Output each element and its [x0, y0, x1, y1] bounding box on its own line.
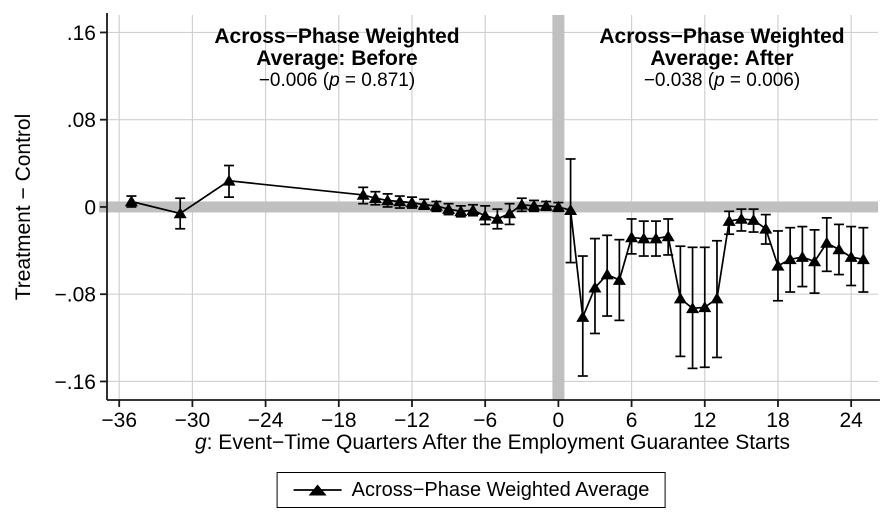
- p-symbol: p: [329, 70, 340, 91]
- data-point-triangle: [454, 205, 468, 217]
- x-tick-label: 0: [553, 409, 565, 432]
- data-point-triangle: [515, 198, 529, 210]
- data-point-triangle: [368, 192, 382, 204]
- data-point-triangle: [588, 281, 602, 293]
- data-point-triangle: [686, 302, 700, 314]
- legend-triangle-marker-icon: [293, 484, 342, 496]
- annotation-before-stat: −0.006 (p = 0.871): [258, 70, 416, 91]
- x-axis-title-g: g: [194, 431, 207, 454]
- annotation-before: Across−Phase Weighted Average: Before −0…: [214, 25, 460, 92]
- data-point-triangle: [795, 250, 809, 262]
- data-point-triangle: [551, 200, 565, 212]
- data-point-triangle: [637, 232, 651, 244]
- annotation-after-title-line2: Average: After: [650, 47, 794, 70]
- data-point-triangle: [625, 231, 639, 243]
- data-point-triangle: [393, 195, 407, 207]
- data-point-triangle: [564, 204, 578, 216]
- data-point-triangle: [612, 273, 626, 285]
- data-point-triangle: [600, 268, 614, 280]
- data-point-triangle: [832, 243, 846, 255]
- x-tick-label: 6: [626, 409, 638, 432]
- data-point-triangle: [576, 310, 590, 322]
- data-point-triangle: [844, 250, 858, 262]
- x-tick-label: 12: [693, 409, 716, 432]
- annotation-after: Across−Phase Weighted Average: After −0.…: [599, 25, 845, 92]
- y-tick-label: 0: [84, 196, 96, 219]
- x-tick-label: −6: [473, 409, 497, 432]
- data-point-triangle: [466, 204, 480, 216]
- data-point-triangle: [503, 207, 517, 219]
- x-tick-label: −18: [321, 409, 357, 432]
- data-point-triangle: [747, 213, 761, 225]
- legend: Across−Phase Weighted Average: [276, 472, 666, 508]
- data-point-triangle: [222, 174, 236, 186]
- data-point-triangle: [820, 236, 834, 248]
- data-point-triangle: [442, 202, 456, 214]
- x-tick-label: −24: [248, 409, 284, 432]
- p-symbol: p: [714, 70, 725, 91]
- x-tick-label: 18: [766, 409, 789, 432]
- data-point-triangle: [405, 196, 419, 208]
- y-tick-label: −.08: [55, 284, 96, 307]
- data-point-triangle: [539, 199, 553, 211]
- data-point-triangle: [734, 212, 748, 224]
- x-tick-label: −36: [101, 409, 137, 432]
- data-point-triangle: [527, 199, 541, 211]
- data-point-triangle: [771, 259, 785, 271]
- legend-label: Across−Phase Weighted Average: [351, 478, 650, 501]
- data-point-triangle: [710, 292, 724, 304]
- x-axis-title: g: Event−Time Quarters After the Employm…: [194, 431, 791, 454]
- data-point-triangle: [356, 188, 370, 200]
- x-tick-label: −30: [175, 409, 211, 432]
- data-point-triangle: [673, 292, 687, 304]
- y-axis-title: Treatment − Control: [12, 113, 35, 301]
- annotation-after-stat: −0.038 (p = 0.006): [643, 70, 801, 91]
- data-point-triangle: [429, 199, 443, 211]
- series-line: [131, 179, 864, 321]
- y-tick-label: −.16: [55, 371, 96, 394]
- data-point-triangle: [722, 214, 736, 226]
- data-point-triangle: [381, 194, 395, 206]
- data-point-triangle: [783, 253, 797, 265]
- y-tick-label: .08: [67, 109, 96, 132]
- annotation-before-title-line2: Average: Before: [256, 47, 418, 70]
- x-tick-label: 24: [839, 409, 863, 432]
- annotation-before-title-line1: Across−Phase Weighted: [214, 25, 460, 48]
- data-point-triangle: [490, 212, 504, 224]
- data-point-triangle: [698, 301, 712, 313]
- data-point-triangle: [173, 207, 187, 219]
- annotation-after-title-line1: Across−Phase Weighted: [599, 25, 845, 48]
- zero-line-band-horizontal: [99, 201, 878, 213]
- y-tick-label: .16: [67, 22, 96, 45]
- data-point-triangle: [808, 255, 822, 267]
- data-point-triangle: [124, 195, 138, 207]
- data-point-triangle: [759, 222, 773, 234]
- data-point-triangle: [417, 198, 431, 210]
- data-point-triangle: [478, 209, 492, 221]
- data-point-triangle: [856, 253, 870, 265]
- data-point-triangle: [661, 230, 675, 242]
- x-tick-label: −12: [394, 409, 430, 432]
- data-point-triangle: [649, 232, 663, 244]
